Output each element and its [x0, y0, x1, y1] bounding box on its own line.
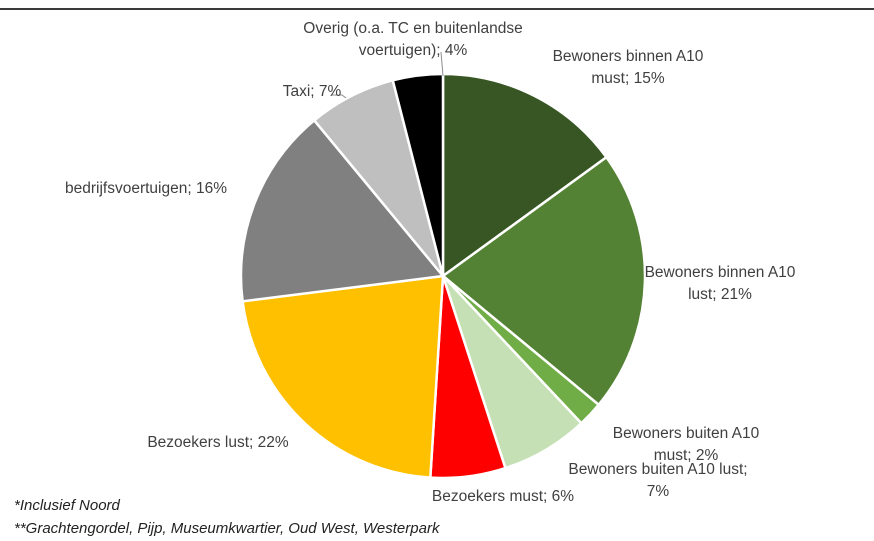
label-bedrijfsvoertuigen: bedrijfsvoertuigen; 16% — [65, 180, 227, 197]
label-bezoekers-must: Bezoekers must; 6% — [432, 488, 574, 505]
slice-bewoners-binnen-a10-must — [441, 72, 609, 279]
leader-taxi — [332, 94, 347, 99]
top-rule — [0, 8, 874, 10]
footnote-districts: **Grachtengordel, Pijp, Museumkwartier, … — [14, 520, 440, 537]
label-overig-o-a-tc-en-buitenlandse-voertuigen: Overig (o.a. TC en buitenlandse voertuige… — [303, 20, 522, 59]
label-bewoners-buiten-a10-lust: Bewoners buiten A10 lust; 7% — [568, 461, 747, 500]
slice-bewoners-binnen-a10-lust — [440, 155, 647, 407]
label-taxi: Taxi; 7% — [283, 83, 342, 100]
slice-bezoekers-lust — [241, 274, 445, 479]
label-bezoekers-lust: Bezoekers lust; 22% — [147, 434, 289, 451]
label-bewoners-buiten-a10-must: Bewoners buiten A10 must; 2% — [613, 425, 760, 464]
leader-overig-o-a-tc-en-buitenlandse-voertuigen — [440, 51, 444, 77]
slice-labels: Bewoners binnen A10 must; 15% Bewoners bin… — [65, 20, 796, 505]
label-bewoners-binnen-a10-must: Bewoners binnen A10 must; 15% — [553, 48, 704, 87]
pie-slices — [239, 72, 647, 480]
label-bewoners-binnen-a10-lust: Bewoners binnen A10 lust; 21% — [645, 264, 796, 303]
slice-bedrijfsvoertuigen — [239, 118, 446, 303]
footnote-noord: *Inclusief Noord — [14, 497, 120, 514]
leader-lines — [332, 51, 444, 99]
